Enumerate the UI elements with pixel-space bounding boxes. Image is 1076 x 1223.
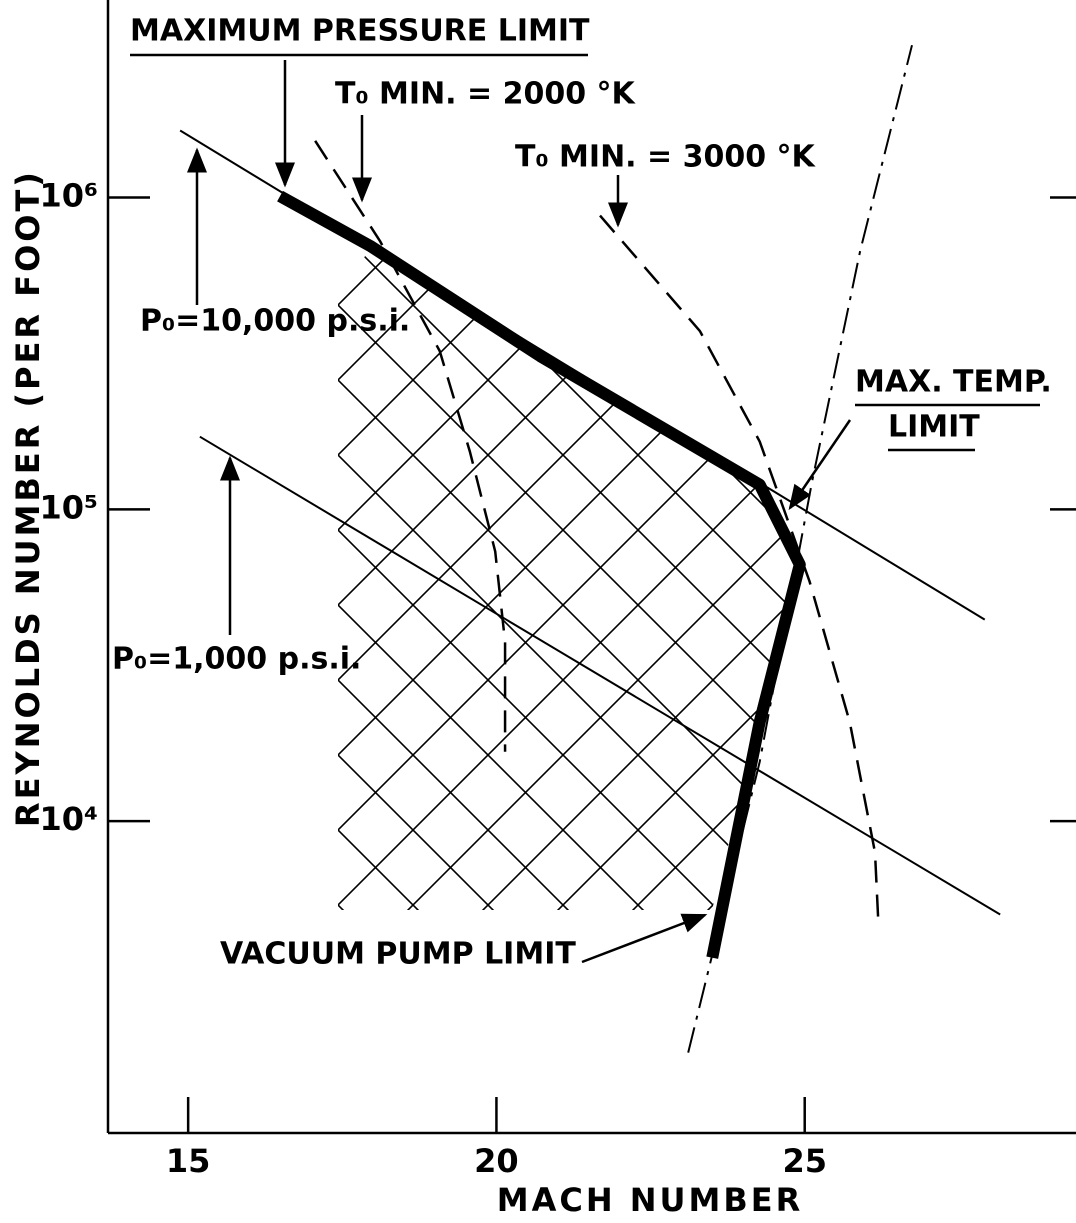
annotation: MAX. TEMP.: [855, 365, 1052, 400]
x-tick-label: 20: [474, 1142, 519, 1180]
line: [199, 435, 1001, 916]
line: [599, 214, 880, 918]
y-axis-label: REYNOLDS NUMBER (PER FOOT): [9, 169, 47, 827]
y-tick-label: 10⁵: [39, 488, 98, 526]
annotation: P₀=1,000 p.s.i.: [112, 642, 361, 677]
annotation: MAXIMUM PRESSURE LIMIT: [130, 14, 590, 49]
arrow: [788, 419, 852, 511]
y-tick-label: 10⁴: [39, 800, 98, 838]
y-tick-label: 10⁶: [39, 177, 98, 215]
hatched-region: [338, 248, 797, 910]
arrow: [581, 913, 708, 964]
annotation: VACUUM PUMP LIMIT: [220, 937, 576, 972]
x-tick-label: 25: [782, 1142, 827, 1180]
x-axis-label: MACH NUMBER: [497, 1181, 804, 1219]
annotation: T₀ MIN. = 3000 °K: [515, 140, 817, 175]
line: [179, 129, 986, 621]
annotation: P₀=10,000 p.s.i.: [140, 304, 410, 339]
annotation: T₀ MIN. = 2000 °K: [335, 77, 637, 112]
x-tick-label: 15: [166, 1142, 211, 1180]
line: [687, 44, 913, 1053]
annotation: LIMIT: [888, 410, 980, 445]
line: [314, 140, 507, 752]
